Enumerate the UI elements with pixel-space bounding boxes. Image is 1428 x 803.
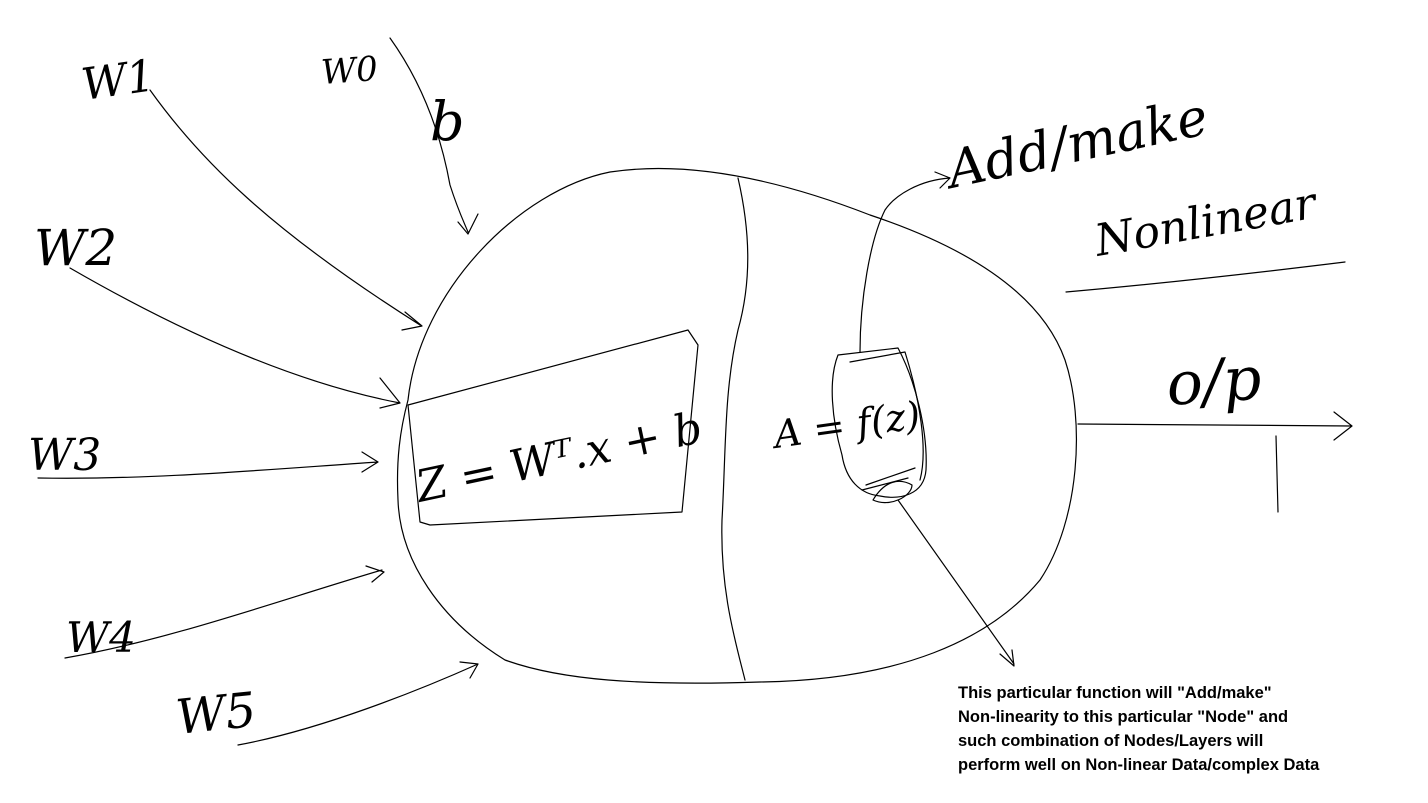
label-w4: W4 bbox=[66, 613, 136, 662]
label-w1: W1 bbox=[78, 50, 158, 111]
annotation-arrow bbox=[859, 171, 951, 353]
arrow-w1 bbox=[149, 89, 423, 331]
output-arrow bbox=[1077, 411, 1353, 441]
neuron-body bbox=[396, 167, 1078, 684]
equation-box bbox=[407, 329, 699, 526]
label-annotation-line2: Nonlinear bbox=[1090, 177, 1322, 267]
label-w2: W2 bbox=[34, 219, 117, 277]
label-activation: A = f(z) bbox=[768, 393, 923, 457]
neuron-divider bbox=[721, 177, 749, 681]
label-bias: b bbox=[430, 90, 465, 153]
arrow-w4 bbox=[64, 565, 385, 659]
label-w5: W5 bbox=[173, 682, 258, 746]
activation-capsule bbox=[831, 347, 927, 498]
arrow-w2 bbox=[69, 267, 401, 409]
label-w0: W0 bbox=[320, 49, 379, 93]
note-arrow bbox=[897, 499, 1015, 667]
annotation-underline bbox=[1065, 261, 1346, 293]
note-line-2: Non-linearity to this particular "Node" … bbox=[958, 708, 1289, 726]
arrow-b bbox=[389, 37, 479, 235]
explanation-note: This particular function will "Add/make"… bbox=[958, 681, 1428, 777]
arrow-w5 bbox=[237, 661, 479, 746]
label-w3: W3 bbox=[28, 430, 101, 481]
note-line-3: such combination of Nodes/Layers will bbox=[958, 732, 1264, 750]
activation-circle bbox=[872, 480, 913, 504]
activation-capsule-inner bbox=[849, 351, 924, 491]
note-line-1: This particular function will "Add/make" bbox=[958, 684, 1272, 702]
arrow-w3 bbox=[37, 451, 379, 479]
label-annotation-line1: Add/make bbox=[938, 87, 1213, 201]
label-equation: Z = Wᵀ.x + b bbox=[410, 402, 707, 513]
label-output: o/p bbox=[1164, 344, 1263, 420]
output-mark bbox=[1275, 435, 1279, 513]
note-line-4: perform well on Non-linear Data/complex … bbox=[958, 756, 1320, 774]
